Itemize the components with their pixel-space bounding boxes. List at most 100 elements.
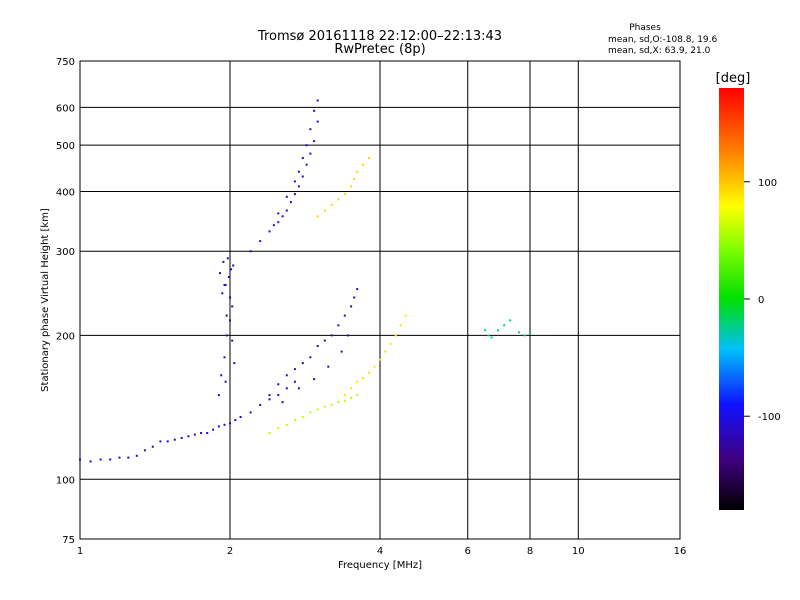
y-tick-label: 200 [56, 331, 75, 342]
data-point [231, 339, 234, 342]
data-point [384, 350, 387, 353]
data-point [234, 419, 237, 422]
y-tick-label: 100 [56, 475, 75, 486]
data-point [224, 380, 227, 383]
data-point [277, 212, 280, 215]
data-point [503, 324, 506, 327]
phases-x-stats: mean, sd,X: 63.9, 21.0 [608, 46, 711, 56]
data-point [362, 376, 365, 379]
data-point [356, 288, 359, 291]
data-point [285, 195, 288, 198]
data-point [497, 329, 499, 332]
data-point [225, 334, 228, 337]
data-point [316, 99, 319, 102]
data-point [343, 193, 346, 196]
data-point [399, 324, 402, 327]
data-point [166, 440, 169, 443]
data-point [281, 401, 284, 404]
data-point [301, 157, 304, 159]
x-axis-label: Frequency [MHz] [338, 560, 422, 571]
x-tick-label: 16 [674, 546, 687, 557]
data-point [277, 394, 280, 397]
data-point [285, 374, 288, 377]
data-point [301, 362, 304, 365]
data-point [277, 221, 280, 224]
data-point [259, 404, 262, 406]
data-point [193, 433, 196, 436]
data-point [356, 380, 359, 383]
data-point [484, 329, 487, 332]
data-point [350, 305, 353, 308]
data-point [227, 276, 230, 278]
x-tick-label: 6 [465, 546, 471, 557]
data-point [323, 405, 326, 408]
data-point [231, 305, 234, 308]
data-point [135, 454, 138, 457]
data-point [316, 120, 319, 123]
data-point [309, 411, 312, 414]
phases-heading: Phases [629, 23, 661, 33]
data-point [404, 314, 407, 317]
data-point [337, 198, 340, 201]
y-tick-label: 500 [56, 141, 75, 152]
data-point [285, 209, 288, 212]
data-point [330, 404, 333, 406]
data-point [353, 177, 356, 180]
data-point [233, 362, 236, 365]
data-point [301, 416, 304, 418]
data-point [293, 368, 296, 371]
data-point [316, 408, 319, 411]
data-point [79, 458, 81, 461]
data-point [529, 332, 531, 335]
data-point [187, 435, 190, 438]
colorbar-tick-label: -100 [758, 412, 781, 423]
data-point [487, 334, 490, 337]
data-point [127, 456, 130, 459]
data-point [490, 336, 493, 339]
data-point [229, 319, 231, 322]
chart-subtitle: RwPretec (8p) [334, 42, 425, 57]
data-point [293, 419, 296, 422]
data-point [316, 345, 319, 347]
y-tick-labels: 75 100 200 300 400 500 600 750 [56, 57, 75, 546]
x-tick-label: 4 [377, 546, 383, 557]
data-point [212, 428, 215, 431]
data-point [219, 272, 221, 275]
data-point [337, 324, 340, 327]
data-point [217, 394, 220, 397]
data-point [343, 314, 346, 317]
data-point [223, 423, 226, 426]
data-point [523, 334, 526, 337]
data-point [220, 374, 223, 377]
data-point [379, 358, 381, 361]
data-point [225, 314, 228, 317]
data-point [277, 427, 280, 429]
data-point [297, 185, 300, 188]
data-point [259, 240, 262, 243]
x-tick-label: 10 [572, 546, 585, 557]
data-point [272, 224, 275, 227]
data-point [109, 458, 112, 461]
y-tick-label: 300 [56, 247, 75, 258]
data-point [223, 356, 226, 359]
data-point [509, 319, 512, 322]
colorbar [719, 88, 744, 510]
chart-title: Tromsø 20161118 22:12:00–22:13:43 [257, 29, 502, 44]
data-point [373, 365, 376, 368]
data-point [394, 334, 397, 337]
data-point [367, 371, 370, 374]
data-point [353, 296, 356, 299]
data-point [323, 339, 326, 342]
data-point [143, 449, 146, 452]
data-point [230, 268, 233, 271]
data-point [173, 438, 176, 441]
data-point [222, 260, 225, 263]
data-point [350, 396, 353, 399]
data-point [249, 250, 252, 253]
data-point [249, 411, 252, 414]
data-point [340, 350, 343, 353]
colorbar-ticks: 100 0 -100 [744, 178, 781, 423]
data-point [356, 170, 359, 173]
data-point [309, 152, 312, 155]
